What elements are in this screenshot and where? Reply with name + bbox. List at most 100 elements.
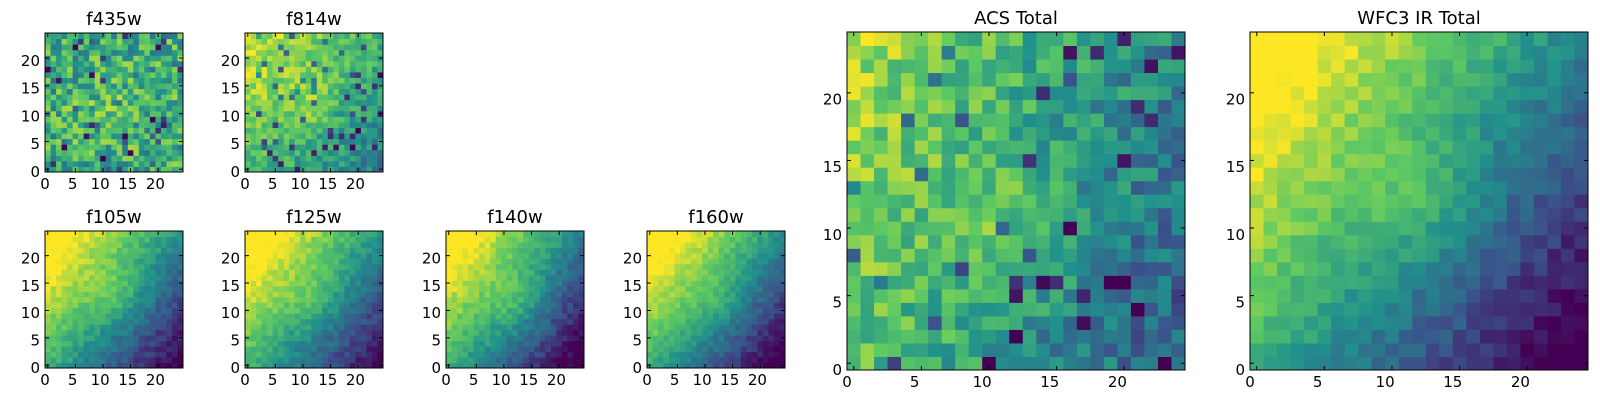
heatmap-cell	[1117, 194, 1132, 209]
heatmap-cell	[155, 357, 162, 364]
heatmap-cell	[61, 116, 68, 123]
heatmap-cell	[61, 231, 68, 237]
heatmap-cell	[1130, 248, 1145, 263]
heatmap-cell	[457, 324, 464, 331]
heatmap-cell	[1250, 234, 1265, 249]
heatmap-cell	[995, 275, 1010, 290]
heatmap-cell	[377, 105, 384, 112]
heatmap-cell	[349, 269, 356, 276]
heatmap-cell	[860, 248, 875, 263]
heatmap-cell	[457, 307, 464, 314]
heatmap-cell	[1493, 248, 1508, 263]
heatmap-cell	[138, 346, 145, 353]
heatmap-cell	[1425, 234, 1440, 249]
heatmap-cell	[941, 153, 956, 168]
heatmap-cell	[647, 357, 654, 364]
heatmap-cell	[67, 155, 74, 162]
heatmap-cell	[105, 66, 112, 73]
heatmap-cell	[874, 194, 889, 209]
heatmap-cell	[83, 155, 90, 162]
heatmap-cell	[647, 346, 654, 353]
heatmap-cell	[874, 167, 889, 182]
heatmap-cell	[707, 351, 714, 358]
heatmap-cell	[83, 335, 90, 342]
heatmap-cell	[122, 285, 129, 292]
heatmap-cell	[327, 247, 334, 254]
heatmap-cell	[78, 94, 85, 101]
heatmap-cell	[534, 351, 541, 358]
heatmap-cell	[982, 99, 997, 114]
heatmap-cell	[294, 149, 301, 156]
heatmap-cell	[171, 49, 178, 56]
heatmap-cell	[127, 236, 134, 243]
heatmap-cell	[267, 258, 274, 265]
heatmap-cell	[1398, 302, 1413, 317]
heatmap-cell	[300, 77, 307, 84]
heatmap-cell	[901, 167, 916, 182]
heatmap-cell	[56, 296, 63, 303]
heatmap-cell	[457, 296, 464, 303]
y-tick-label: 15	[623, 277, 642, 295]
heatmap-cell	[652, 335, 659, 342]
heatmap-cell	[144, 83, 151, 90]
heatmap-cell	[72, 307, 79, 314]
heatmap-cell	[941, 207, 956, 222]
heatmap-cell	[294, 44, 301, 51]
panel-title: f105w	[86, 207, 141, 228]
heatmap-cell	[955, 180, 970, 195]
heatmap-cell	[127, 357, 134, 364]
heatmap-cell	[133, 88, 140, 95]
heatmap-cell	[300, 346, 307, 353]
heatmap-cell	[1344, 302, 1359, 317]
heatmap-cell	[149, 329, 156, 336]
heatmap-cell	[171, 88, 178, 95]
heatmap-cell	[349, 263, 356, 270]
heatmap-cell	[122, 88, 129, 95]
heatmap-cell	[860, 167, 875, 182]
heatmap-cell	[647, 263, 654, 270]
heatmap-cell	[1117, 32, 1132, 47]
heatmap-cell	[663, 263, 670, 270]
heatmap-cell	[89, 71, 96, 78]
heatmap-cell	[89, 77, 96, 84]
heatmap-cell	[901, 180, 916, 195]
heatmap-cell	[83, 77, 90, 84]
heatmap-cell	[561, 313, 568, 320]
heatmap-cell	[556, 357, 563, 364]
heatmap-cell	[171, 44, 178, 51]
heatmap-cell	[1263, 153, 1278, 168]
heatmap-cell	[366, 269, 373, 276]
heatmap-cell	[539, 340, 546, 347]
heatmap-cell	[1439, 153, 1454, 168]
heatmap-cell	[78, 166, 85, 173]
heatmap-cell	[94, 269, 101, 276]
heatmap-cell	[914, 180, 929, 195]
heatmap-cell	[523, 340, 530, 347]
heatmap-cell	[1425, 261, 1440, 276]
heatmap-cell	[333, 166, 340, 173]
heatmap-cell	[305, 362, 312, 369]
heatmap-cell	[746, 258, 753, 265]
heatmap-cell	[316, 241, 323, 248]
heatmap-cell	[652, 263, 659, 270]
heatmap-cell	[283, 340, 290, 347]
heatmap-cell	[457, 313, 464, 320]
heatmap-cell	[72, 60, 79, 67]
heatmap-cell	[261, 285, 268, 292]
heatmap-cell	[160, 155, 167, 162]
heatmap-cell	[982, 86, 997, 101]
heatmap-cell	[144, 155, 151, 162]
heatmap-cell	[860, 275, 875, 290]
heatmap-cell	[1425, 356, 1440, 371]
heatmap-cell	[105, 133, 112, 140]
heatmap-cell	[360, 357, 367, 364]
heatmap-cell	[89, 269, 96, 276]
heatmap-cell	[72, 144, 79, 151]
heatmap-cell	[995, 342, 1010, 357]
heatmap-cell	[144, 49, 151, 56]
heatmap-cell	[360, 313, 367, 320]
heatmap-cell	[751, 329, 758, 336]
heatmap-cell	[539, 291, 546, 298]
heatmap-cell	[278, 133, 285, 140]
